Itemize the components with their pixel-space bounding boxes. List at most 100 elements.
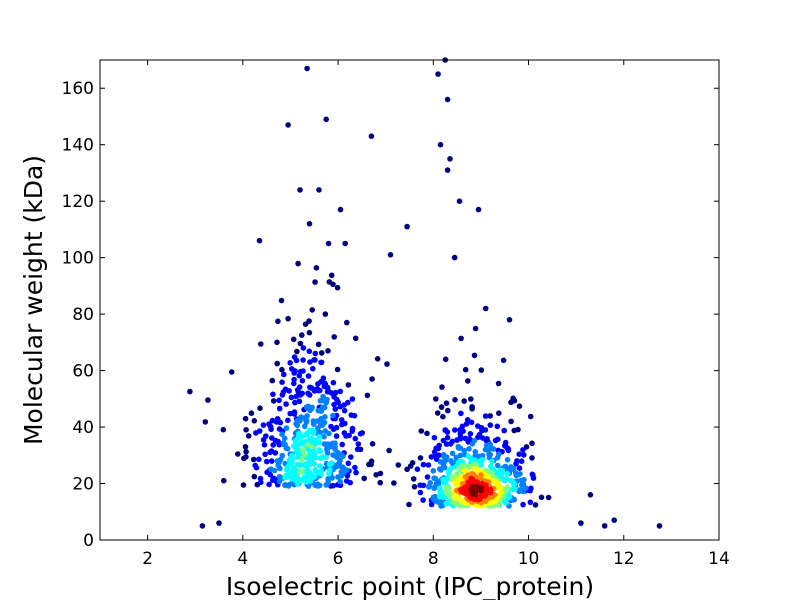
data-point xyxy=(442,356,449,363)
data-point xyxy=(221,477,227,484)
data-point xyxy=(307,407,313,414)
data-point xyxy=(466,446,472,452)
data-point xyxy=(501,477,508,484)
data-point xyxy=(269,435,275,441)
data-point xyxy=(337,206,344,213)
data-point xyxy=(245,433,252,439)
data-point xyxy=(304,65,310,72)
data-point xyxy=(333,433,340,439)
data-point xyxy=(330,412,336,419)
data-point xyxy=(431,434,438,441)
data-point xyxy=(289,366,295,372)
data-point xyxy=(251,418,258,424)
data-point xyxy=(285,417,291,424)
data-point xyxy=(443,400,450,407)
y-tick-label: 40 xyxy=(72,418,94,438)
data-point xyxy=(349,396,356,402)
data-point xyxy=(417,489,424,496)
data-point xyxy=(187,388,193,395)
data-point xyxy=(316,187,322,193)
data-point xyxy=(296,398,303,405)
data-point xyxy=(262,451,268,458)
data-point xyxy=(283,425,290,431)
data-point xyxy=(479,427,485,434)
data-point xyxy=(434,410,441,416)
data-point xyxy=(428,454,435,460)
data-point xyxy=(521,452,527,458)
data-point xyxy=(337,403,344,410)
data-point xyxy=(334,454,340,461)
data-point xyxy=(425,462,432,468)
data-point xyxy=(451,254,458,261)
data-point xyxy=(514,458,520,464)
data-point xyxy=(243,448,249,455)
x-tick-label: 8 xyxy=(428,549,439,569)
data-point xyxy=(467,455,474,461)
data-point xyxy=(320,454,326,460)
data-point xyxy=(384,361,390,367)
data-point xyxy=(478,462,485,468)
data-point xyxy=(242,415,249,422)
data-point xyxy=(508,399,514,406)
data-point xyxy=(511,427,517,434)
data-point xyxy=(529,440,535,447)
data-point xyxy=(361,475,368,482)
data-point xyxy=(266,481,272,488)
data-point xyxy=(277,465,283,472)
data-point xyxy=(268,426,274,433)
data-point xyxy=(409,460,416,466)
data-point xyxy=(306,392,313,398)
data-point xyxy=(472,325,479,332)
data-point xyxy=(321,441,328,447)
data-point xyxy=(463,421,470,427)
data-point xyxy=(432,493,439,500)
data-point xyxy=(418,428,425,434)
data-point xyxy=(369,376,375,382)
data-point xyxy=(322,428,329,434)
data-point xyxy=(386,447,392,454)
data-point xyxy=(328,460,335,466)
data-point xyxy=(446,485,452,491)
data-point xyxy=(461,398,468,404)
data-point xyxy=(338,469,345,475)
data-point xyxy=(495,380,502,387)
data-point xyxy=(447,441,454,447)
x-tick-label: 4 xyxy=(237,549,248,569)
data-point xyxy=(316,434,323,440)
data-point xyxy=(469,441,476,447)
data-point xyxy=(309,443,315,450)
data-point xyxy=(494,454,501,461)
data-point xyxy=(469,406,475,412)
data-point xyxy=(306,348,313,355)
data-point xyxy=(269,377,276,384)
data-point xyxy=(290,336,297,343)
data-point xyxy=(354,446,361,453)
data-point xyxy=(348,454,354,460)
data-point xyxy=(430,468,437,474)
data-point xyxy=(282,386,289,393)
data-point xyxy=(320,393,326,400)
data-point xyxy=(477,487,484,494)
data-point xyxy=(318,359,324,366)
data-point xyxy=(261,442,268,448)
data-point xyxy=(300,368,306,374)
data-point xyxy=(368,133,375,139)
data-point xyxy=(454,437,460,443)
data-point xyxy=(369,441,376,447)
data-point xyxy=(420,461,427,468)
data-point xyxy=(516,451,522,458)
data-point xyxy=(527,499,534,506)
data-point xyxy=(352,464,358,471)
data-point xyxy=(285,122,291,128)
y-tick-label: 0 xyxy=(83,531,94,551)
x-tick-label: 6 xyxy=(333,549,344,569)
data-point xyxy=(304,442,311,448)
data-point xyxy=(387,252,394,258)
data-point xyxy=(318,350,325,356)
data-point xyxy=(457,452,464,459)
data-point xyxy=(506,317,513,323)
data-point xyxy=(205,397,211,403)
data-point xyxy=(299,390,306,397)
data-point xyxy=(297,418,303,424)
